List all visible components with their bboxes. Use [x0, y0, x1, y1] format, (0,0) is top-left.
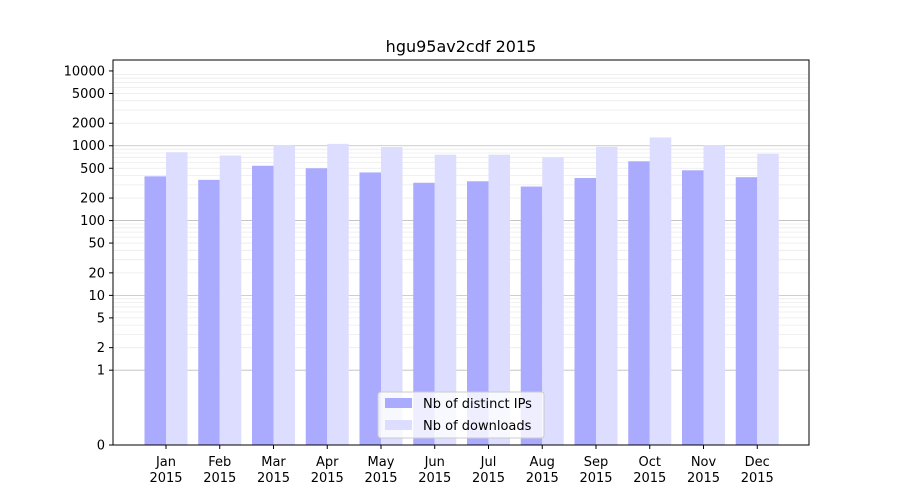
x-tick-label: Sep: [584, 455, 609, 470]
axis-layer: 012510205010020050010002000500010000Jan2…: [64, 64, 774, 486]
x-tick-label: 2015: [579, 471, 612, 486]
y-tick-label: 1: [97, 364, 105, 379]
x-tick-label: 2015: [149, 471, 182, 486]
bar-distinct-ips: [198, 179, 220, 445]
bar-downloads: [273, 145, 295, 445]
x-tick-label: Jul: [480, 455, 497, 470]
x-tick-label: 2015: [418, 471, 451, 486]
bar-downloads: [757, 153, 779, 445]
y-tick-label: 500: [80, 162, 105, 177]
x-tick-label: 2015: [311, 471, 344, 486]
x-tick-label: Apr: [316, 455, 339, 470]
bar-downloads: [488, 154, 510, 445]
bar-distinct-ips: [682, 170, 704, 445]
bar-distinct-ips: [735, 177, 758, 445]
x-tick-label: 2015: [526, 471, 559, 486]
legend-swatch: [385, 398, 412, 408]
y-tick-label: 10000: [64, 64, 105, 79]
legend: Nb of distinct IPs Nb of downloads: [377, 391, 545, 439]
bar-distinct-ips: [305, 168, 328, 445]
bar-distinct-ips: [520, 186, 543, 445]
x-tick-label: Feb: [208, 455, 231, 470]
legend-label: Nb of downloads: [423, 419, 532, 434]
y-tick-label: 100: [80, 214, 105, 229]
bar-distinct-ips: [628, 161, 650, 446]
x-tick-label: Jan: [155, 455, 176, 470]
legend-box: [377, 391, 545, 439]
x-tick-label: Jun: [424, 455, 445, 470]
bar-downloads: [596, 146, 618, 445]
x-tick-label: Nov: [691, 455, 717, 470]
x-tick-label: Aug: [530, 455, 555, 470]
y-tick-label: 2000: [72, 117, 105, 132]
x-tick-label: May: [368, 455, 395, 470]
bar-downloads: [649, 137, 672, 445]
bar-distinct-ips: [252, 165, 274, 445]
y-tick-label: 2: [97, 341, 105, 356]
chart-title: hgu95av2cdf 2015: [386, 37, 537, 56]
bar-downloads: [327, 143, 349, 445]
bars-layer: [144, 137, 779, 446]
y-tick-label: 50: [88, 237, 105, 252]
x-tick-label: 2015: [472, 471, 505, 486]
y-tick-label: 10: [88, 289, 105, 304]
plot-frame: [112, 59, 810, 446]
x-tick-label: 2015: [687, 471, 720, 486]
x-tick-label: 2015: [257, 471, 290, 486]
y-tick-label: 5000: [72, 87, 105, 102]
bar-downloads: [166, 152, 188, 445]
bar-downloads: [381, 147, 403, 445]
bar-downloads: [703, 145, 725, 445]
x-tick-label: 2015: [364, 471, 397, 486]
bar-downloads: [542, 157, 564, 445]
bar-distinct-ips: [467, 181, 489, 445]
bar-distinct-ips: [144, 176, 166, 445]
legend-swatch: [385, 420, 412, 430]
bar-distinct-ips: [359, 172, 381, 445]
y-tick-label: 0: [97, 439, 105, 454]
y-tick-label: 20: [88, 266, 105, 281]
bar-downloads: [219, 155, 242, 445]
x-tick-label: 2015: [633, 471, 666, 486]
x-tick-label: 2015: [741, 471, 774, 486]
x-tick-label: Mar: [261, 455, 286, 470]
legend-label: Nb of distinct IPs: [423, 397, 532, 412]
x-tick-label: Dec: [745, 455, 770, 470]
y-tick-label: 1000: [72, 139, 105, 154]
y-tick-label: 5: [97, 311, 105, 326]
bar-downloads: [434, 154, 457, 445]
x-tick-label: 2015: [203, 471, 236, 486]
x-tick-label: Oct: [639, 455, 661, 470]
bar-distinct-ips: [413, 182, 435, 445]
y-tick-label: 200: [80, 192, 105, 207]
bar-distinct-ips: [574, 178, 596, 445]
